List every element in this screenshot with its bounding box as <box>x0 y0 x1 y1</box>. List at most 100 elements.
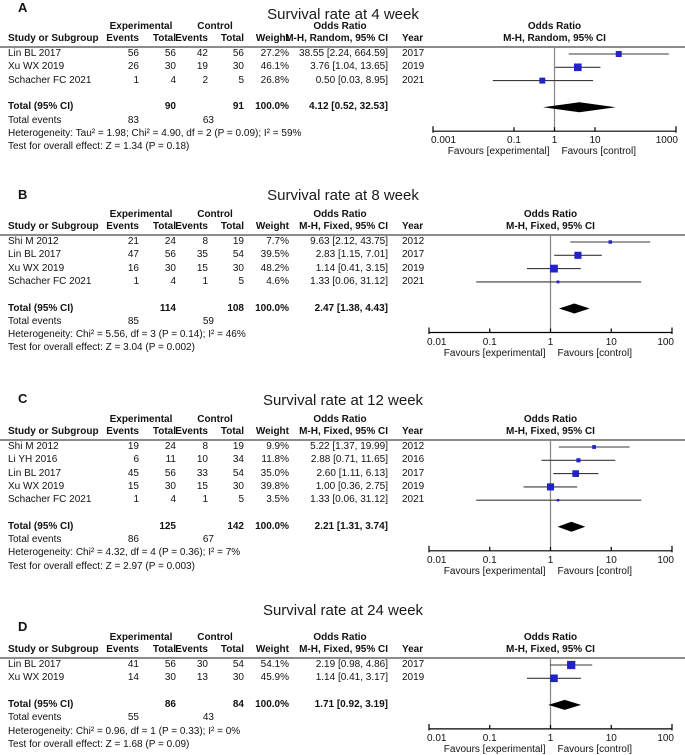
col-header-year: Year <box>402 33 424 44</box>
col-header-exp-events: Events <box>106 221 139 232</box>
exp-total-cell: 56 <box>164 48 176 59</box>
year-cell: 2017 <box>402 249 425 261</box>
estimate-cell: 9.63 [2.12, 43.75] <box>310 236 388 247</box>
effect-marker <box>592 445 597 449</box>
total-events-ctl: 43 <box>202 712 214 724</box>
exp-total-cell: 24 <box>164 441 176 452</box>
estimate-cell: 2.19 [0.98, 4.86] <box>315 659 388 670</box>
total-diamond <box>557 521 586 532</box>
overall-effect-text: Test for overall effect: Z = 2.97 (P = 0… <box>8 560 195 572</box>
ctl-total-cell: 19 <box>232 441 244 452</box>
exp-total-cell: 56 <box>164 467 176 479</box>
effect-marker <box>615 51 622 57</box>
exp-events-cell: 15 <box>127 480 139 492</box>
ctl-events-cell: 30 <box>196 659 208 670</box>
estimate-cell: 1.14 [0.41, 3.17] <box>315 672 388 684</box>
weight-cell: 46.1% <box>260 61 289 73</box>
col-header-year: Year <box>402 426 424 437</box>
x-tick-label: 0.01 <box>427 732 447 744</box>
x-tick-label: 0.1 <box>482 336 497 348</box>
weight-cell: 39.8% <box>260 480 289 492</box>
ctl-total-cell: 34 <box>232 454 244 466</box>
effect-marker <box>572 470 580 477</box>
total-events-exp: 85 <box>127 315 139 327</box>
panel-b-title: Survival rate at 8 week <box>267 187 419 204</box>
col-header-estimate: M-H, Fixed, 95% CI <box>299 644 388 655</box>
col-header-year: Year <box>402 221 424 232</box>
estimate-cell: 2.83 [1.15, 7.01] <box>315 249 388 261</box>
total-events-ctl: 67 <box>202 534 214 546</box>
total-estimate: 2.47 [1.38, 4.43] <box>314 302 388 314</box>
total-estimate: 1.71 [0.92, 3.19] <box>314 698 388 710</box>
plot-header-odds-ratio: Odds Ratio <box>523 209 578 220</box>
favours-experimental-label: Favours [experimental] <box>443 565 546 577</box>
favours-experimental-label: Favours [experimental] <box>447 146 550 158</box>
exp-events-cell: 14 <box>127 672 139 684</box>
exp-events-cell: 19 <box>127 441 139 452</box>
year-cell: 2012 <box>402 441 425 452</box>
weight-cell: 48.2% <box>260 262 289 274</box>
plot-header-method: M-H, Fixed, 95% CI <box>506 221 595 232</box>
estimate-cell: 2.88 [0.71, 11.65] <box>310 454 388 466</box>
total-label: Total (95% CI) <box>8 101 74 113</box>
favours-control-label: Favours [control] <box>557 347 632 359</box>
col-header-study: Study or Subgroup <box>8 33 99 44</box>
col-header-estimate: M-H, Fixed, 95% CI <box>299 426 388 437</box>
study-name-cell: Shi M 2012 <box>8 441 59 452</box>
ctl-total-cell: 30 <box>232 61 244 73</box>
col-header-exp-events: Events <box>106 33 139 44</box>
exp-events-cell: 21 <box>127 236 139 247</box>
estimate-cell: 1.14 [0.41, 3.15] <box>315 262 388 274</box>
effect-marker <box>556 498 560 502</box>
total-exp-total: 90 <box>164 101 176 113</box>
overall-effect-text: Test for overall effect: Z = 3.04 (P = 0… <box>8 342 195 354</box>
weight-cell: 54.1% <box>260 659 289 670</box>
plot-header-method: M-H, Random, 95% CI <box>503 33 606 44</box>
exp-total-cell: 30 <box>164 262 176 274</box>
exp-total-cell: 30 <box>164 61 176 73</box>
favours-control-label: Favours [control] <box>561 146 636 158</box>
favours-control-label: Favours [control] <box>557 565 632 577</box>
col-header-study: Study or Subgroup <box>8 221 99 232</box>
ctl-events-cell: 15 <box>196 480 208 492</box>
col-header-weight: Weight <box>255 426 289 437</box>
estimate-cell: 1.00 [0.36, 2.75] <box>315 480 388 492</box>
col-header-ctl-events: Events <box>175 221 208 232</box>
exp-total-cell: 30 <box>164 672 176 684</box>
ctl-events-cell: 13 <box>196 672 208 684</box>
ctl-total-cell: 54 <box>232 249 244 261</box>
effect-marker <box>576 458 581 463</box>
study-name-cell: Schacher FC 2021 <box>8 494 92 506</box>
plot-header-odds-ratio: Odds Ratio <box>527 21 582 32</box>
x-tick-label: 1000 <box>655 135 678 147</box>
exp-events-cell: 16 <box>127 262 139 274</box>
total-events-label: Total events <box>8 534 62 546</box>
ctl-events-cell: 10 <box>196 454 208 466</box>
exp-events-cell: 26 <box>127 61 139 73</box>
x-tick-label: 100 <box>657 336 674 348</box>
total-events-label: Total events <box>8 315 62 327</box>
total-weight: 100.0% <box>255 520 289 532</box>
plot-header-odds-ratio: Odds Ratio <box>523 632 578 643</box>
year-cell: 2021 <box>402 494 425 506</box>
study-name-cell: Shi M 2012 <box>8 236 59 247</box>
exp-events-cell: 1 <box>133 494 139 506</box>
exp-total-cell: 4 <box>170 275 176 287</box>
exp-total-cell: 56 <box>164 249 176 261</box>
year-cell: 2021 <box>402 275 425 287</box>
x-tick-label: 10 <box>605 732 617 744</box>
exp-events-cell: 1 <box>133 74 139 86</box>
ctl-events-cell: 35 <box>196 249 208 261</box>
overall-effect-text: Test for overall effect: Z = 1.68 (P = 0… <box>8 738 190 750</box>
total-diamond <box>542 102 616 113</box>
study-name-cell: Li YH 2016 <box>8 454 58 466</box>
x-tick-label: 10 <box>605 336 617 348</box>
x-tick-label: 100 <box>657 732 674 744</box>
effect-marker <box>574 251 582 259</box>
group-header-control: Control <box>197 414 233 425</box>
col-header-ctl-total: Total <box>220 221 244 232</box>
year-cell: 2019 <box>402 262 425 274</box>
heterogeneity-text: Heterogeneity: Tau² = 1.98; Chi² = 4.90,… <box>8 127 302 139</box>
ctl-total-cell: 54 <box>232 467 244 479</box>
group-header-experimental: Experimental <box>109 209 173 220</box>
